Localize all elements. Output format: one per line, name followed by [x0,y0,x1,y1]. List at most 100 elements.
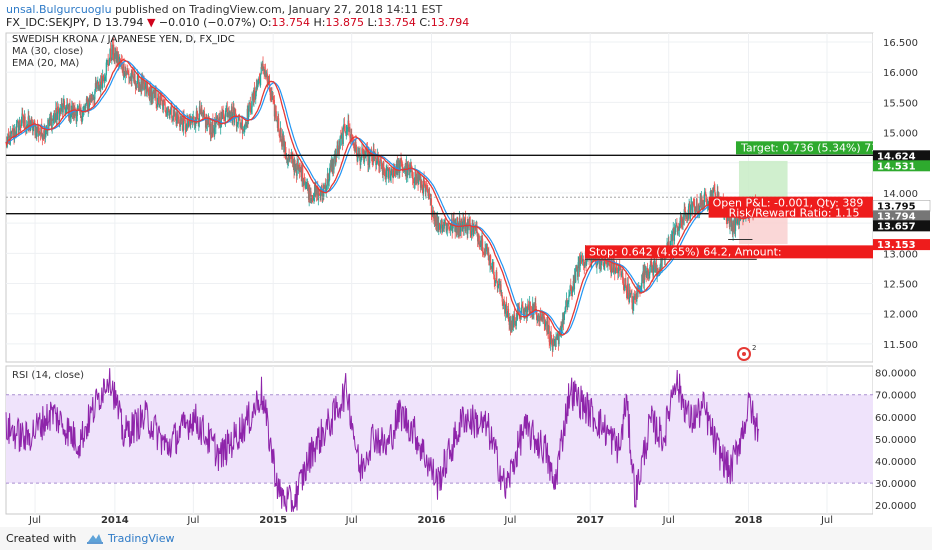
candle-body [402,170,404,172]
candle-body [694,205,696,212]
candle-body [128,73,130,79]
target-label-box[interactable] [735,141,873,155]
candle-body [339,136,341,149]
author-link[interactable]: unsal.Bulgurcuoglu [6,3,112,16]
candle-body [683,219,685,221]
candle-body [279,127,282,138]
candle-body [560,323,563,335]
candle-body [343,124,346,127]
candle-body [49,116,51,123]
candle-body [260,74,262,86]
candle-body [694,211,696,215]
candle-body [499,282,501,292]
candle-body [322,191,324,197]
candle-body [182,123,184,131]
candle-body [280,127,282,142]
candle-body [389,176,392,181]
candle-body [62,103,64,113]
candle-body [95,83,97,87]
candle-body [412,176,414,179]
candle-body [648,270,650,276]
candle-body [91,94,93,100]
candle-body [690,204,692,211]
candle-body [620,274,623,276]
candle-body [215,123,217,128]
candle-body [243,126,245,130]
candle-body [557,334,560,345]
tradingview-brand-link[interactable]: TradingView [108,532,175,545]
candle-body [651,265,653,273]
candle-body [222,110,224,114]
high-value: 13.875 [325,16,365,29]
candle-body [249,102,251,104]
candle-body [524,308,526,312]
candle-body [275,110,277,112]
candle-body [736,220,739,225]
candle-body [55,107,57,117]
candle-body [496,280,498,288]
candle-body [60,108,62,112]
candle-body [196,116,199,120]
candle-body [617,270,620,274]
candle-body [714,190,716,194]
candle-body [65,108,67,115]
stop-label: Stop: 0.642 (4.65%) 64.2, Amount: [589,245,782,258]
candle-body [476,225,478,232]
candle-body [493,274,495,281]
candle-body [115,48,117,62]
pnl-label-box[interactable] [708,196,873,218]
candle-body [538,319,541,321]
candle-body [172,118,174,122]
candle-body [416,176,419,182]
candle-body [358,151,360,157]
candle-body [412,178,414,182]
candle-body [452,224,454,232]
candle-body [469,223,471,234]
candle-body [106,60,109,62]
candle-body [361,148,363,157]
candle-body [337,145,339,149]
candle-body [430,198,433,215]
candle-body [554,342,556,345]
candle-body [660,257,663,268]
candle-body [291,155,293,159]
candle-body [575,265,577,268]
candle-body [660,257,662,265]
candle-body [615,264,618,269]
candle-body [178,117,180,123]
candle-body [82,111,84,117]
candle-body [640,286,642,291]
candle-body [470,231,473,236]
candle-body [608,260,610,264]
candle-body [326,184,328,186]
candle-body [174,113,176,116]
candle-body [361,148,364,151]
candle-body [443,224,445,229]
candle-body [284,141,286,155]
candle-body [77,108,80,109]
candle-body [442,224,444,229]
candle-body [148,89,150,92]
tradingview-logo-icon[interactable] [86,531,104,545]
candle-body [501,295,503,296]
candle-body [528,307,530,311]
candle-body [689,204,691,219]
stop-label-box[interactable] [585,245,873,259]
candle-body [331,162,333,173]
candle-body [111,44,113,60]
watermark-ring [737,347,751,361]
candle-body [497,283,500,286]
candle-body [371,154,373,160]
candle-body [595,256,597,261]
rsi-tick-label: 80.0000 [875,369,916,380]
candle-body [203,111,205,118]
price-axis-label [873,150,930,162]
candle-body [682,219,684,224]
candle-body [131,70,134,72]
candle-body [481,238,483,247]
candle-body [700,197,702,204]
candle-body [641,274,644,281]
candle-body [614,270,616,274]
candle-body [580,256,582,261]
